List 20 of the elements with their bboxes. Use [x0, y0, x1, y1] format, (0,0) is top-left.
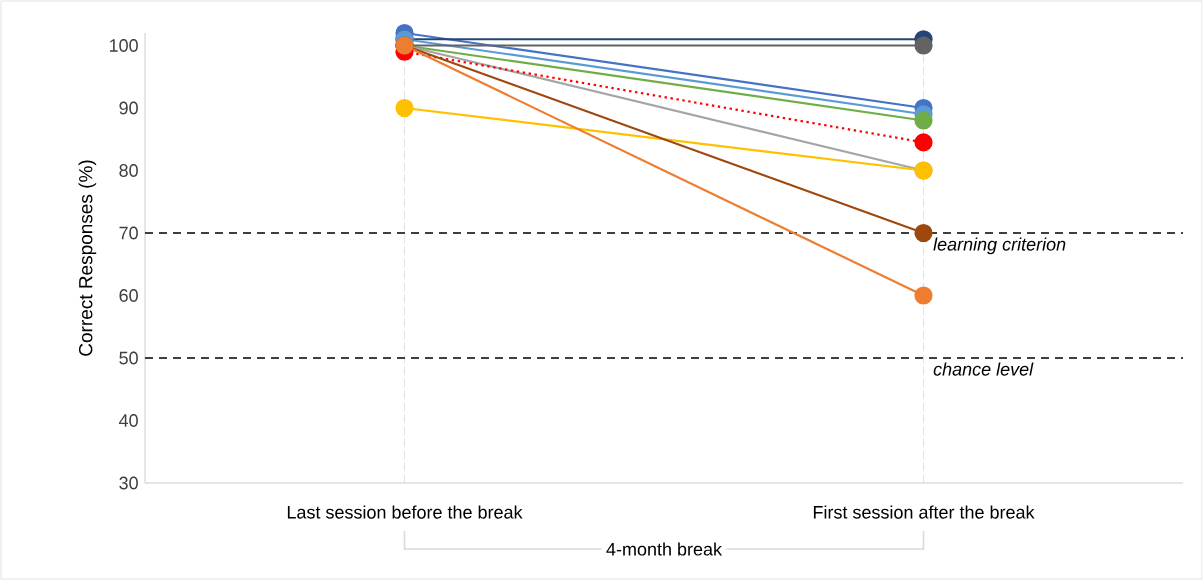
- y-tick-label: 40: [119, 414, 138, 427]
- text: 4-month break: [606, 542, 723, 556]
- point: [395, 98, 414, 118]
- y-tick-label: 70: [119, 226, 138, 240]
- y-tick-label: 90: [119, 101, 138, 115]
- y-axis-title: Correct Responses (%): [78, 160, 97, 356]
- y-tick-label: 30: [119, 476, 138, 490]
- x-tick-label: First session after the break: [813, 505, 1035, 519]
- y-tick-label: 100: [109, 39, 138, 52]
- point: [914, 111, 933, 130]
- y-tick-label: 60: [119, 289, 138, 302]
- y-tick-label: 50: [119, 351, 138, 365]
- point: [914, 133, 933, 152]
- ref-line-label: chance level: [933, 362, 1034, 376]
- y-tick-label: 80: [119, 164, 138, 177]
- point: [914, 36, 933, 55]
- point: [914, 223, 933, 243]
- ref-line-label: learning criterion: [933, 237, 1066, 255]
- x-tick-label: Last session before the break: [287, 505, 523, 519]
- point: [914, 286, 933, 305]
